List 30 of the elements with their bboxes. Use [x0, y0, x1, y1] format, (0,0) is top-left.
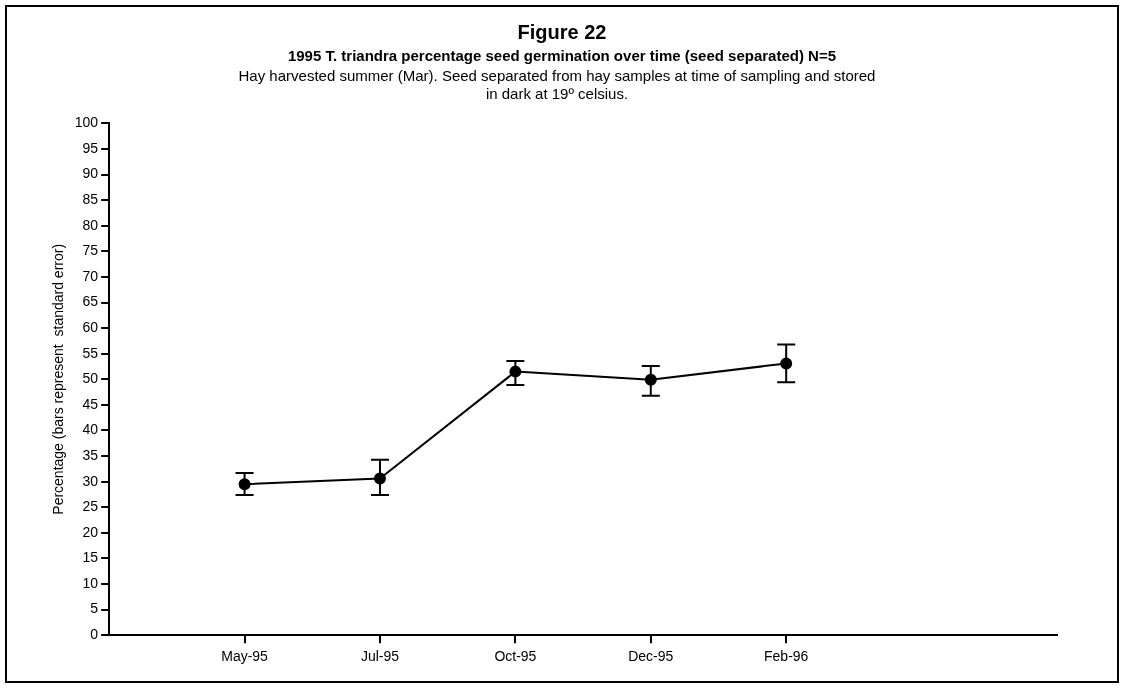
y-tick-label: 5: [90, 600, 99, 617]
x-tick-label: Jul-95: [360, 648, 400, 665]
y-tick-label: 80: [82, 216, 99, 233]
x-tick-label: Dec-95: [628, 648, 674, 665]
y-tick-label: 90: [82, 165, 99, 182]
y-tick-label: 65: [82, 293, 99, 310]
y-tick-label: 15: [82, 549, 99, 566]
y-tick-label: 0: [90, 626, 99, 643]
y-tick-label: 25: [82, 498, 99, 515]
y-tick-label: 45: [82, 395, 99, 412]
y-tick-label: 95: [82, 139, 99, 156]
y-tick-label: 70: [82, 267, 99, 284]
text: Hay harvested summer (Mar). Seed separated from hay samples at time of sampling and stored in dark at 19º celsius.: [237, 67, 877, 103]
y-tick-label: 50: [82, 370, 99, 387]
x-tick-label: May-95: [221, 648, 269, 665]
x-tick-label: Oct-95: [494, 648, 537, 665]
chart-subtitle: 1995 T. triandra percentage seed germination over time (seed separated) N=5: [286, 47, 838, 64]
y-axis-title: Percentage (bars represent standard error): [50, 243, 67, 515]
x-tick-label: Feb-96: [764, 648, 809, 665]
y-tick-label: 55: [82, 344, 99, 361]
y-tick-label: 60: [82, 318, 99, 335]
y-tick-label: 20: [82, 523, 99, 540]
y-tick-label: 40: [82, 421, 99, 438]
y-tick-label: 30: [82, 472, 99, 489]
chart-title: Figure 22: [516, 21, 608, 44]
y-tick-label: 75: [82, 242, 99, 259]
y-tick-label: 100: [74, 114, 99, 131]
y-tick-label: 35: [82, 446, 99, 463]
y-tick-label: 10: [82, 574, 99, 591]
y-tick-label: 85: [82, 191, 99, 208]
